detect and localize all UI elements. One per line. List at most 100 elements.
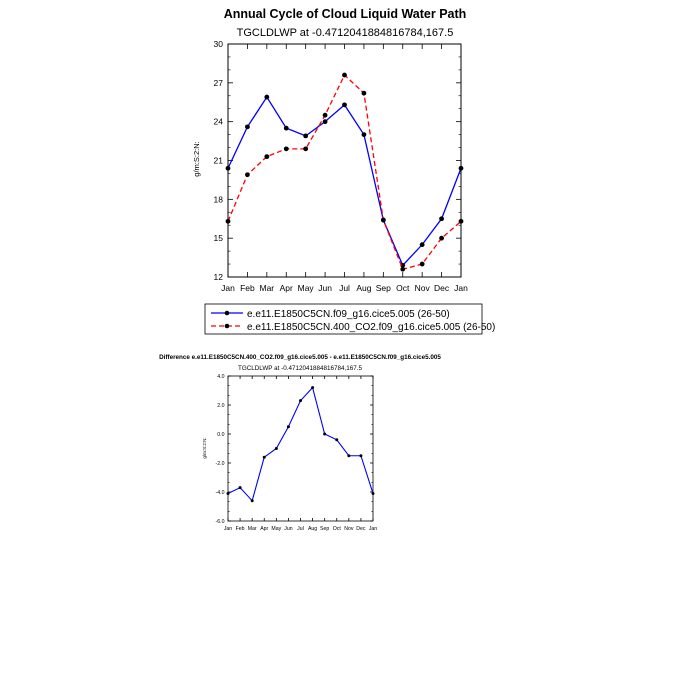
x-tick-label: Jan	[221, 283, 235, 293]
data-point-series-1	[400, 266, 406, 272]
chart1-title: Annual Cycle of Cloud Liquid Water Path	[224, 7, 467, 21]
annual-cycle-chart: Annual Cycle of Cloud Liquid Water Path …	[192, 7, 468, 293]
series-line-0	[227, 95, 462, 267]
data-point-series-0	[225, 165, 231, 171]
y-tick-label: 27	[214, 78, 224, 88]
legend-marker-co2	[224, 323, 230, 329]
data-point-series-0	[323, 432, 327, 436]
chart1-plot-frame	[227, 43, 462, 278]
data-point-series-0	[238, 486, 242, 490]
y-tick-label: -6.0	[216, 519, 225, 525]
y-tick-label: 18	[214, 194, 224, 204]
legend-label-control: e.e11.E1850C5CN.f09_g16.cice5.005 (26-50…	[247, 309, 450, 320]
x-tick-label: Oct	[333, 526, 342, 532]
data-point-series-0	[303, 133, 309, 139]
data-point-series-0	[274, 447, 278, 450]
data-point-series-0	[226, 491, 230, 495]
y-tick-label: 0.0	[217, 432, 224, 438]
x-tick-label: Dec	[434, 283, 450, 293]
x-tick-label: Apr	[280, 283, 293, 293]
x-tick-label: Jul	[339, 283, 350, 293]
data-point-series-0	[347, 454, 351, 458]
data-point-series-0	[283, 125, 289, 131]
data-point-series-1	[419, 261, 425, 267]
data-point-series-0	[371, 491, 375, 495]
data-point-series-0	[419, 242, 425, 248]
x-tick-label: Feb	[240, 283, 255, 293]
x-tick-label: Jan	[369, 526, 377, 532]
data-point-series-1	[264, 154, 270, 160]
data-point-series-1	[303, 146, 309, 152]
legend-marker-control	[224, 310, 230, 316]
y-tick-label: 21	[214, 155, 224, 165]
y-tick-label: 30	[214, 39, 224, 49]
x-tick-label: Feb	[236, 526, 245, 532]
x-tick-label: Nov	[415, 283, 431, 293]
data-point-series-0	[439, 216, 444, 222]
data-point-series-0	[361, 132, 367, 138]
chart1-subtitle: TGCLDLWP at -0.4712041884816784,167.5	[237, 27, 454, 39]
y-tick-label: 2.0	[217, 403, 224, 409]
data-point-series-0	[299, 399, 302, 403]
x-tick-label: May	[271, 526, 281, 532]
data-point-series-1	[283, 146, 289, 152]
y-tick-label: -2.0	[216, 461, 225, 467]
x-tick-label: Jul	[297, 526, 304, 532]
data-point-series-0	[458, 165, 464, 171]
x-tick-label: Sep	[320, 526, 329, 532]
chart2-ylabel: g/m:S:2:N:	[202, 437, 207, 458]
x-tick-label: Jun	[284, 526, 292, 532]
data-point-series-1	[322, 112, 328, 118]
y-tick-label: 12	[214, 272, 224, 282]
chart2-subtitle: TGCLDLWP at -0.4712041884816784,167.5	[238, 365, 363, 372]
data-point-series-1	[225, 218, 231, 224]
chart2-series	[226, 386, 375, 503]
data-point-series-0	[311, 386, 315, 390]
data-point-series-0	[359, 454, 363, 458]
y-tick-label: -4.0	[216, 490, 225, 496]
x-tick-label: Sep	[376, 283, 391, 293]
chart2-ticks: Jan Feb Mar Apr May Jun Jul Aug Sep Oct Nov Dec Jan-…	[216, 374, 378, 532]
x-tick-label: Mar	[260, 283, 275, 293]
x-tick-label: Oct	[396, 283, 410, 293]
data-point-series-0	[264, 94, 270, 100]
data-point-series-0	[400, 262, 406, 268]
x-tick-label: Dec	[356, 526, 366, 532]
x-tick-label: Nov	[344, 526, 354, 532]
chart2-title: Difference e.e11.E1850C5CN.400_CO2.f09_g…	[159, 354, 441, 361]
x-tick-label: Jan	[454, 283, 468, 293]
chart2-plot-frame	[227, 375, 374, 522]
data-point-series-0	[335, 438, 339, 442]
y-tick-label: 15	[214, 233, 224, 243]
data-point-series-0	[342, 102, 347, 108]
data-point-series-1	[245, 172, 250, 178]
chart1-ylabel: g/m:S:2:N:	[192, 141, 201, 176]
chart1-ticks: Jan Feb Mar Apr May Jun Jul Aug Sep Oct Nov Dec Jan1…	[214, 39, 469, 293]
x-tick-label: Jan	[224, 526, 232, 532]
data-point-series-0	[245, 124, 250, 130]
x-tick-label: Aug	[308, 526, 317, 532]
x-tick-label: Apr	[260, 526, 268, 532]
data-point-series-1	[380, 217, 386, 223]
y-tick-label: 24	[214, 117, 224, 127]
x-tick-label: Aug	[356, 283, 371, 293]
data-point-series-0	[322, 119, 328, 125]
data-point-series-0	[286, 425, 290, 429]
y-tick-label: 4.0	[217, 374, 224, 380]
chart1-series	[225, 72, 464, 272]
data-point-series-1	[439, 235, 444, 241]
difference-chart: Difference e.e11.E1850C5CN.400_CO2.f09_g…	[159, 354, 441, 532]
legend-box	[204, 303, 483, 335]
data-point-series-1	[361, 90, 367, 96]
legend-label-co2: e.e11.E1850C5CN.400_CO2.f09_g16.cice5.00…	[247, 322, 495, 333]
data-point-series-0	[250, 499, 254, 503]
x-tick-label: May	[298, 283, 315, 293]
x-tick-label: Mar	[248, 526, 257, 532]
x-tick-label: Jun	[318, 283, 332, 293]
data-point-series-1	[342, 72, 347, 78]
series-line-0	[227, 386, 374, 502]
data-point-series-0	[262, 455, 266, 459]
data-point-series-1	[458, 218, 464, 224]
legend: e.e11.E1850C5CN.f09_g16.cice5.005 (26-50…	[204, 303, 495, 335]
